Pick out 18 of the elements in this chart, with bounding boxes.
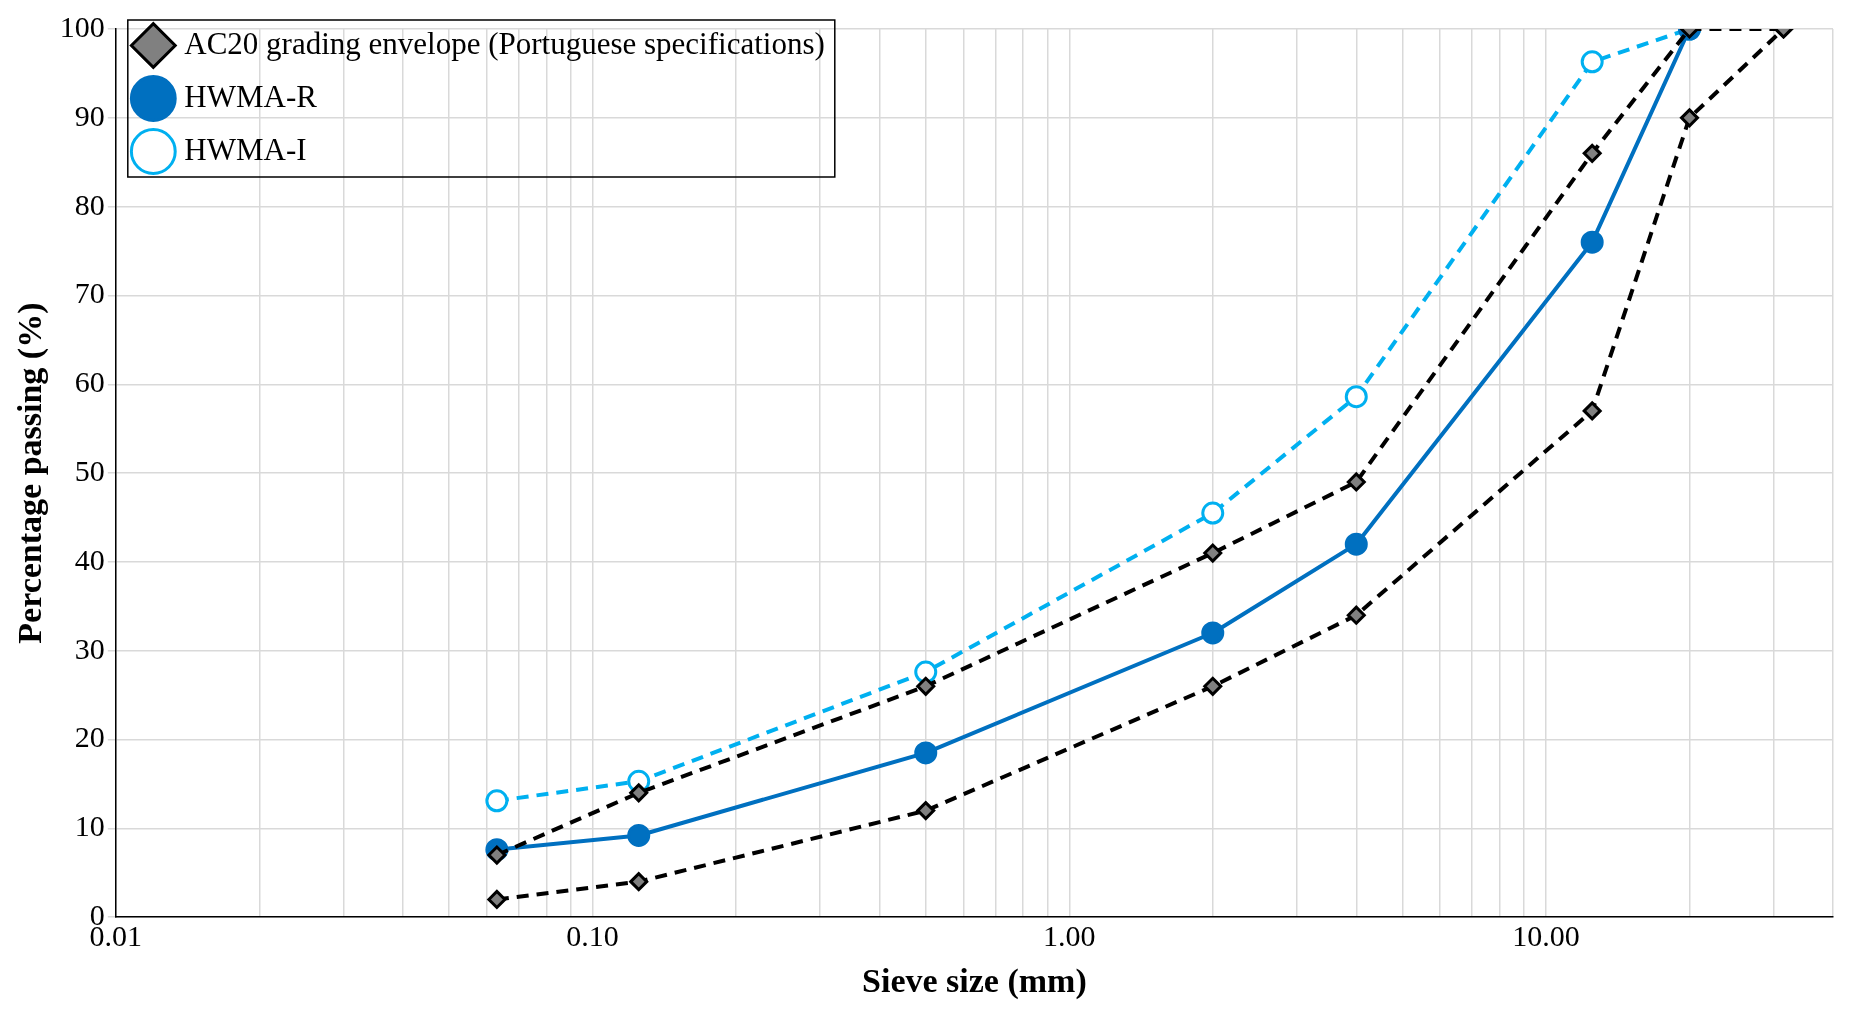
y-tick-label: 90 <box>74 98 105 132</box>
y-tick-label: 70 <box>74 276 105 310</box>
x-tick-label: 10.00 <box>1512 919 1580 953</box>
y-tick-label: 30 <box>74 631 105 665</box>
y-tick-label: 80 <box>74 187 105 221</box>
y-tick-label: 60 <box>74 365 105 399</box>
legend-label: HWMA-I <box>184 131 307 167</box>
x-tick-label: 1.00 <box>1043 919 1096 953</box>
legend-label: AC20 grading envelope (Portuguese specifications) <box>184 25 825 61</box>
y-tick-label: 20 <box>74 720 105 754</box>
y-tick-label: 10 <box>74 809 105 843</box>
y-tick-label: 40 <box>74 542 105 576</box>
y-tick-label: 50 <box>74 453 105 487</box>
x-axis-title: Sieve size (mm) <box>862 962 1087 1001</box>
y-tick-label: 100 <box>59 9 105 43</box>
x-tick-label: 0.10 <box>566 919 619 953</box>
y-axis-title: Percentage passing (%) <box>11 302 50 644</box>
legend-label: HWMA-R <box>184 78 318 114</box>
